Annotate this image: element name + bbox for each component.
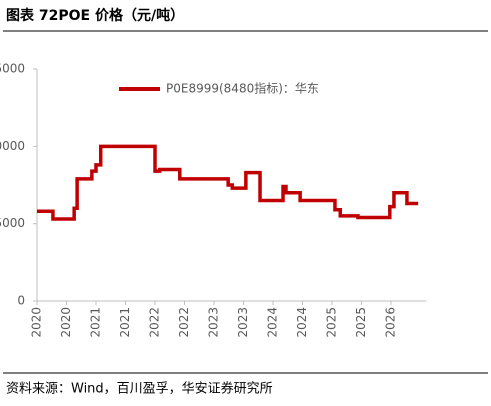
x-tick-label: 2023: [207, 307, 221, 338]
x-tick-label: 2020: [30, 307, 44, 338]
y-tick-label: 15000: [0, 62, 25, 76]
x-tick-label: 2024: [266, 307, 280, 338]
x-tick-label: 2021: [89, 307, 103, 338]
x-tick-label: 2026: [384, 307, 398, 338]
series-line: [37, 144, 419, 221]
x-tick-label: 2024: [295, 307, 309, 338]
y-tick-label: 0: [17, 294, 25, 308]
x-tick-label: 2021: [118, 307, 132, 338]
legend-label: P0E8999(8480指标)：华东: [166, 81, 319, 96]
source-note: 资料来源：Wind，百川盈孚，华安证券研究所: [6, 381, 273, 397]
x-tick-label: 2020: [59, 307, 73, 338]
chart-title: 图表 72POE 价格（元/吨）: [6, 7, 184, 24]
x-tick-label: 2022: [148, 307, 162, 338]
y-tick-label: 10000: [0, 139, 25, 153]
x-tick-label: 2025: [354, 307, 368, 338]
y-tick-label: 5000: [0, 216, 25, 230]
x-tick-label: 2025: [325, 307, 339, 338]
x-tick-label: 2022: [177, 307, 191, 338]
x-tick-label: 2023: [236, 307, 250, 338]
